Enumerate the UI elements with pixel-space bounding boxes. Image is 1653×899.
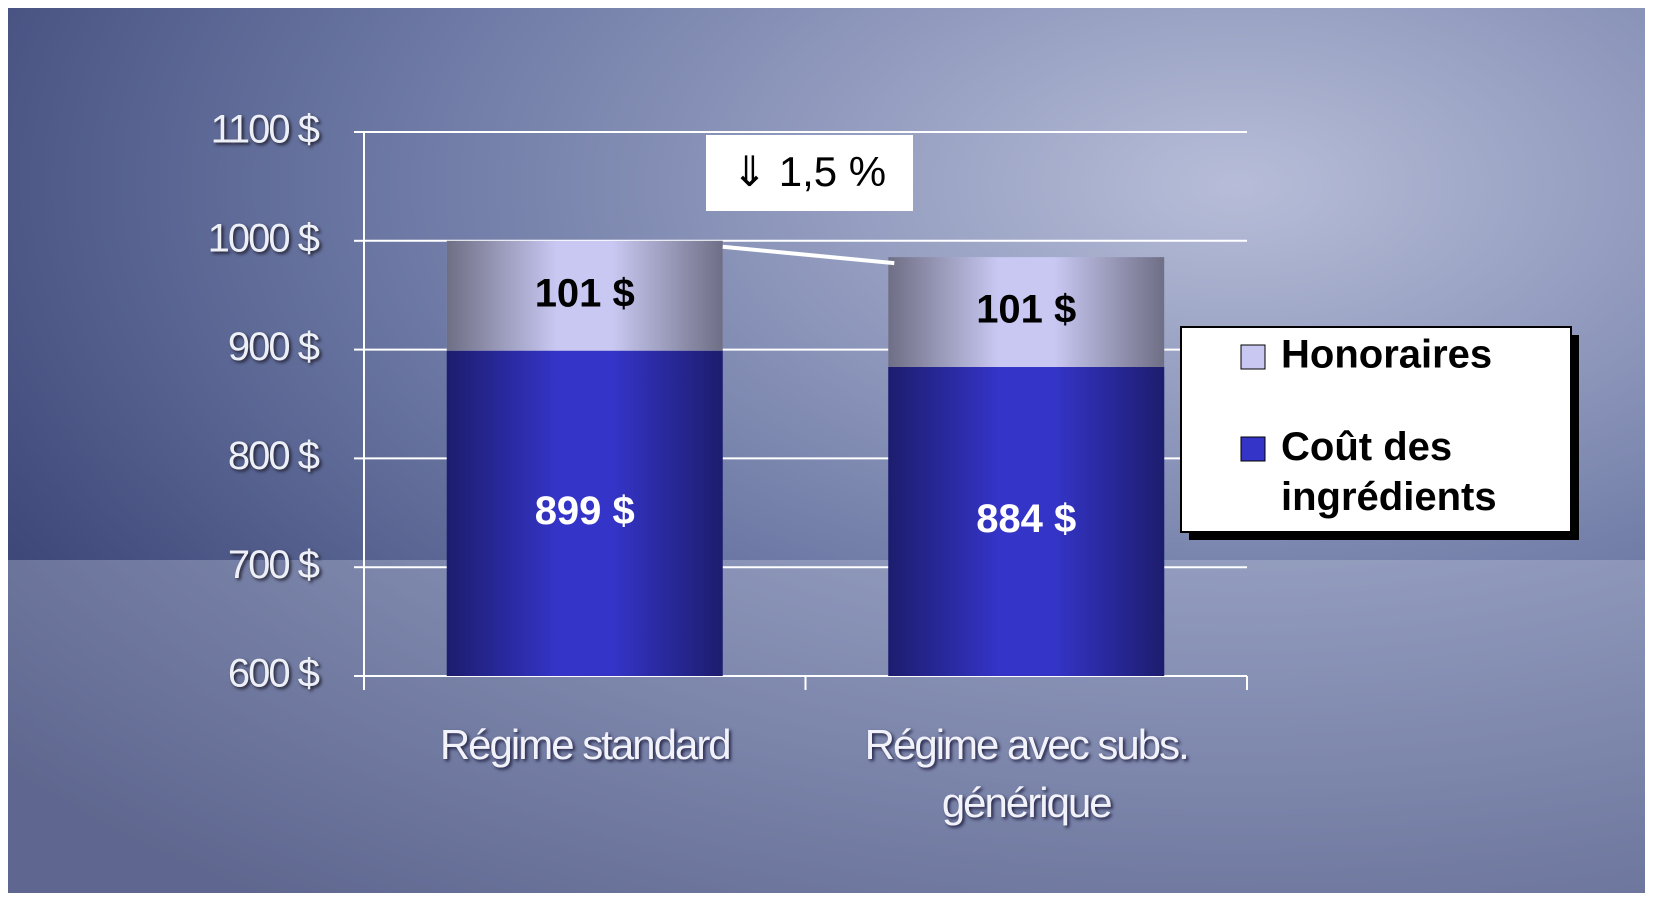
bar-shade bbox=[446, 350, 723, 676]
legend-label-line: Coût des bbox=[1281, 425, 1452, 469]
y-tick-label: 800 $ bbox=[228, 434, 320, 478]
value-label: 101 $ bbox=[535, 271, 635, 315]
bar-shade bbox=[888, 367, 1165, 676]
legend-label: Coût des ingrédients bbox=[1281, 425, 1497, 519]
bar-shade bbox=[888, 257, 1165, 368]
legend-swatch bbox=[1240, 344, 1266, 370]
legend-label: Honoraires bbox=[1281, 333, 1492, 377]
bar-shade bbox=[446, 240, 723, 351]
y-tick-label: 1000 $ bbox=[208, 216, 320, 260]
background-floor bbox=[8, 560, 1645, 893]
y-tick-label: 1100 $ bbox=[211, 108, 320, 152]
value-label: 101 $ bbox=[976, 288, 1076, 332]
y-tick-label: 900 $ bbox=[228, 325, 320, 369]
legend-swatch bbox=[1240, 436, 1266, 462]
annotation-box bbox=[706, 135, 913, 211]
connector bbox=[722, 244, 895, 266]
x-tick-label: Régime avec subs. générique bbox=[864, 721, 1190, 826]
value-label: 884 $ bbox=[976, 497, 1076, 541]
x-tick-label: Régime standard bbox=[439, 721, 732, 768]
y-tick-label: 700 $ bbox=[228, 543, 320, 587]
legend-label-line: ingrédients bbox=[1281, 475, 1497, 519]
annotation: ⇓ 1,5 % bbox=[732, 148, 886, 195]
y-tick-label: 600 $ bbox=[228, 652, 320, 696]
value-label: 899 $ bbox=[535, 489, 635, 533]
